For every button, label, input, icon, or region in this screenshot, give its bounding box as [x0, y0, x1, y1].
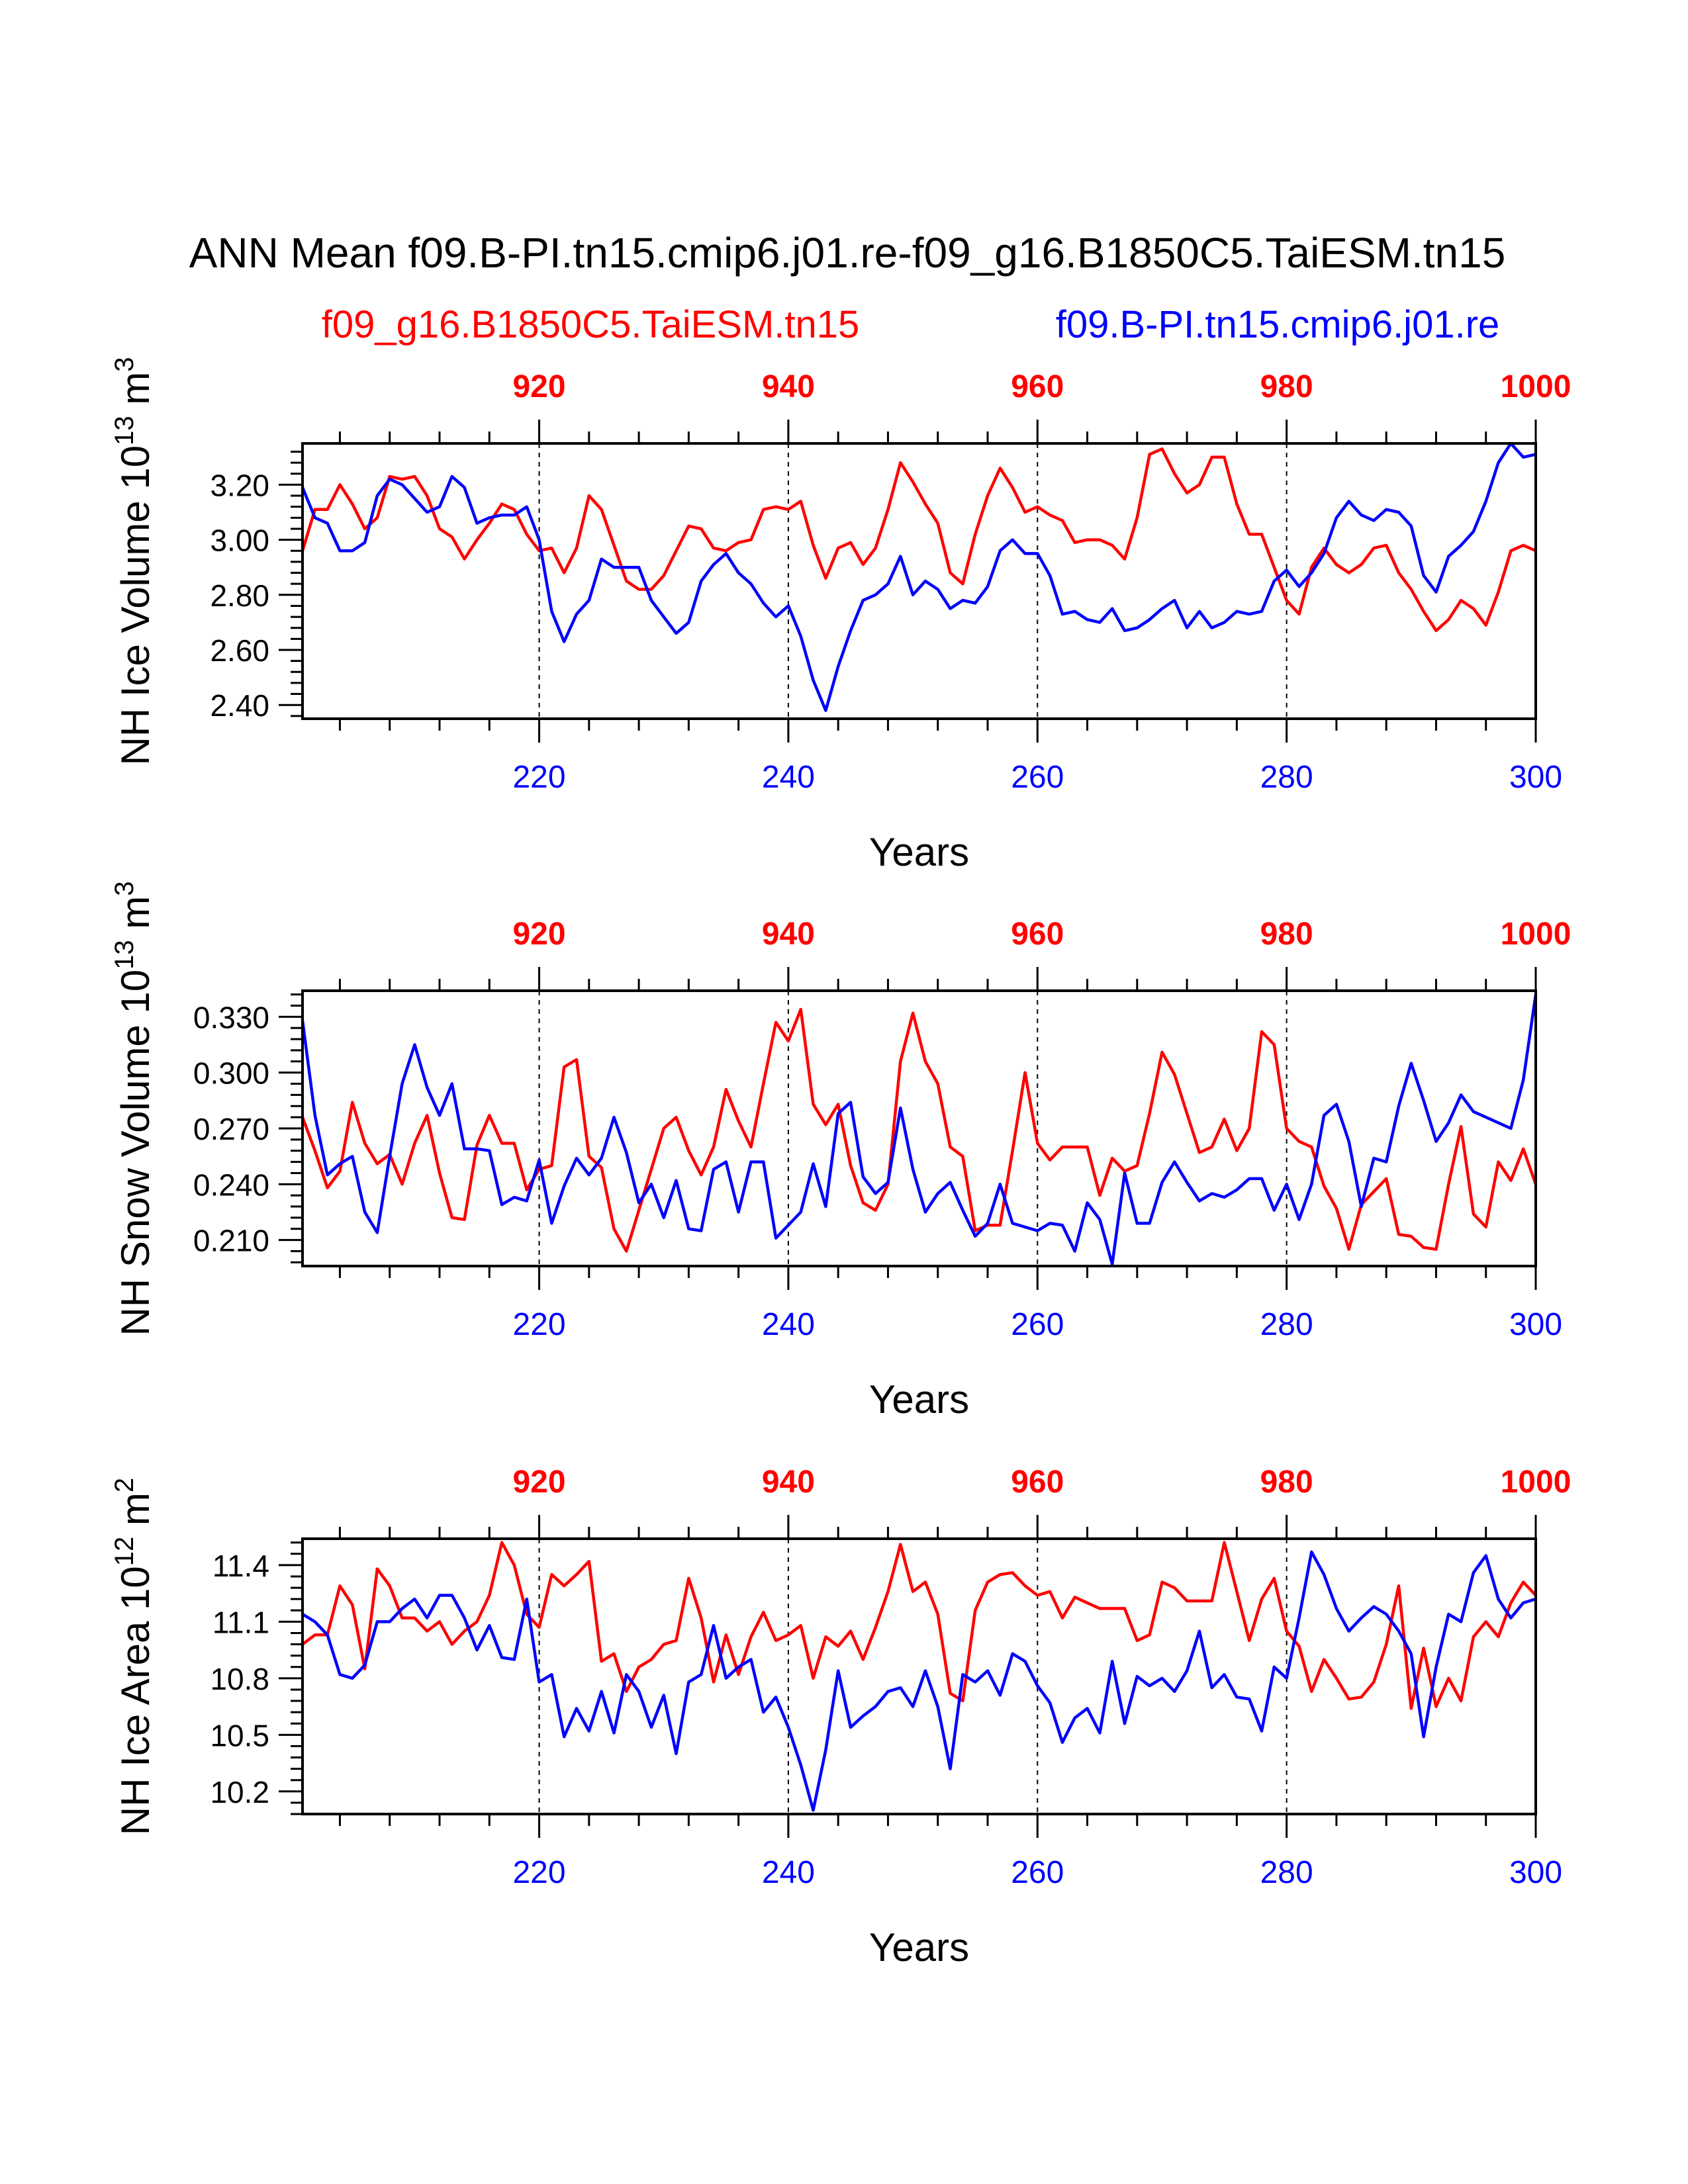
y-tick-label: 2.40 — [210, 688, 269, 723]
y-tick-label: 3.20 — [210, 468, 269, 502]
x-tick-label-top: 1000 — [1501, 917, 1571, 952]
x-tick-label-bottom: 280 — [1260, 760, 1313, 795]
y-tick-label: 10.5 — [210, 1718, 269, 1752]
chart-panel-1: 220 240 260 280 300 920 940 960 980 1000 2.40 2.60 2… — [110, 357, 1571, 874]
x-tick-label-bottom: 300 — [1509, 1855, 1562, 1890]
x-tick-label-top: 940 — [762, 917, 815, 952]
plot-frame — [301, 1537, 1537, 1815]
chart-panel-3: 220 240 260 280 300 920 940 960 980 1000 10.2 10.5 1… — [110, 1465, 1571, 1970]
x-axis-title: Years — [869, 1377, 969, 1422]
x-tick-label-bottom: 240 — [762, 1855, 815, 1890]
series-line-red — [301, 1007, 1538, 1253]
x-tick-label-top: 1000 — [1501, 1465, 1571, 1500]
x-axis-title: Years — [869, 1925, 969, 1970]
y-axis-title: NH Ice Area 1012 m2 — [110, 1478, 158, 1835]
x-tick-label-top: 960 — [1011, 369, 1064, 404]
x-tick-label-bottom: 300 — [1509, 1307, 1562, 1342]
x-tick-label-top: 960 — [1011, 1465, 1064, 1500]
x-tick-label-bottom: 280 — [1260, 1855, 1313, 1890]
x-tick-label-top: 920 — [512, 917, 565, 952]
y-axis-title: NH Snow Volume 1013 m3 — [110, 881, 158, 1336]
series-line-blue — [301, 1550, 1536, 1812]
y-tick-label: 2.80 — [210, 578, 269, 613]
figure-title: ANN Mean f09.B-PI.tn15.cmip6.j01.re-f09_… — [189, 229, 1506, 277]
x-tick-label-bottom: 260 — [1011, 1307, 1064, 1342]
x-tick-label-top: 960 — [1011, 917, 1064, 952]
x-tick-label-bottom: 240 — [762, 1307, 815, 1342]
x-tick-label-top: 1000 — [1501, 369, 1571, 404]
y-tick-label: 0.240 — [193, 1167, 269, 1202]
y-tick-label: 11.1 — [212, 1605, 269, 1639]
x-tick-label-top: 940 — [762, 1465, 815, 1500]
y-tick-label: 0.210 — [193, 1224, 269, 1258]
x-axis-title: Years — [869, 830, 969, 874]
x-tick-label-bottom: 280 — [1260, 1307, 1313, 1342]
x-tick-label-top: 980 — [1260, 1465, 1313, 1500]
series-line-blue — [301, 994, 1538, 1266]
legend-red-series-name: f09_g16.B1850C5.TaiESM.tn15 — [322, 303, 860, 346]
x-tick-label-bottom: 220 — [512, 760, 565, 795]
x-tick-label-top: 920 — [512, 1465, 565, 1500]
y-axis-title: NH Ice Volume 1013 m3 — [110, 357, 158, 766]
y-tick-label: 10.2 — [210, 1775, 269, 1809]
legend-blue-series-name: f09.B-PI.tn15.cmip6.j01.re — [1056, 303, 1500, 346]
y-tick-label: 11.4 — [212, 1549, 269, 1583]
series-line-red — [301, 1541, 1537, 1710]
chart-panel-2: 220 240 260 280 300 920 940 960 980 1000 0.210 0.24… — [110, 881, 1571, 1422]
x-tick-label-top: 920 — [512, 369, 565, 404]
y-tick-label: 0.300 — [193, 1056, 269, 1091]
x-tick-label-top: 980 — [1260, 917, 1313, 952]
y-tick-label: 10.8 — [210, 1662, 269, 1696]
x-tick-label-bottom: 260 — [1011, 1855, 1064, 1890]
y-tick-label: 0.270 — [193, 1112, 269, 1146]
y-tick-label: 2.60 — [210, 633, 269, 668]
x-tick-label-top: 940 — [762, 369, 815, 404]
x-tick-label-bottom: 300 — [1509, 760, 1562, 795]
plot-frame — [301, 442, 1537, 720]
x-tick-label-top: 980 — [1260, 369, 1313, 404]
series-line-blue — [301, 441, 1536, 712]
x-tick-label-bottom: 220 — [512, 1307, 565, 1342]
y-tick-label: 3.00 — [210, 523, 269, 558]
y-tick-label: 0.330 — [193, 1000, 269, 1034]
x-tick-label-bottom: 260 — [1011, 760, 1064, 795]
series-line-red — [301, 447, 1536, 633]
panels-group: 220 240 260 280 300 920 940 960 980 1000 2.40 2.60 2… — [110, 357, 1571, 1970]
x-tick-label-bottom: 240 — [762, 760, 815, 795]
x-tick-label-bottom: 220 — [512, 1855, 565, 1890]
